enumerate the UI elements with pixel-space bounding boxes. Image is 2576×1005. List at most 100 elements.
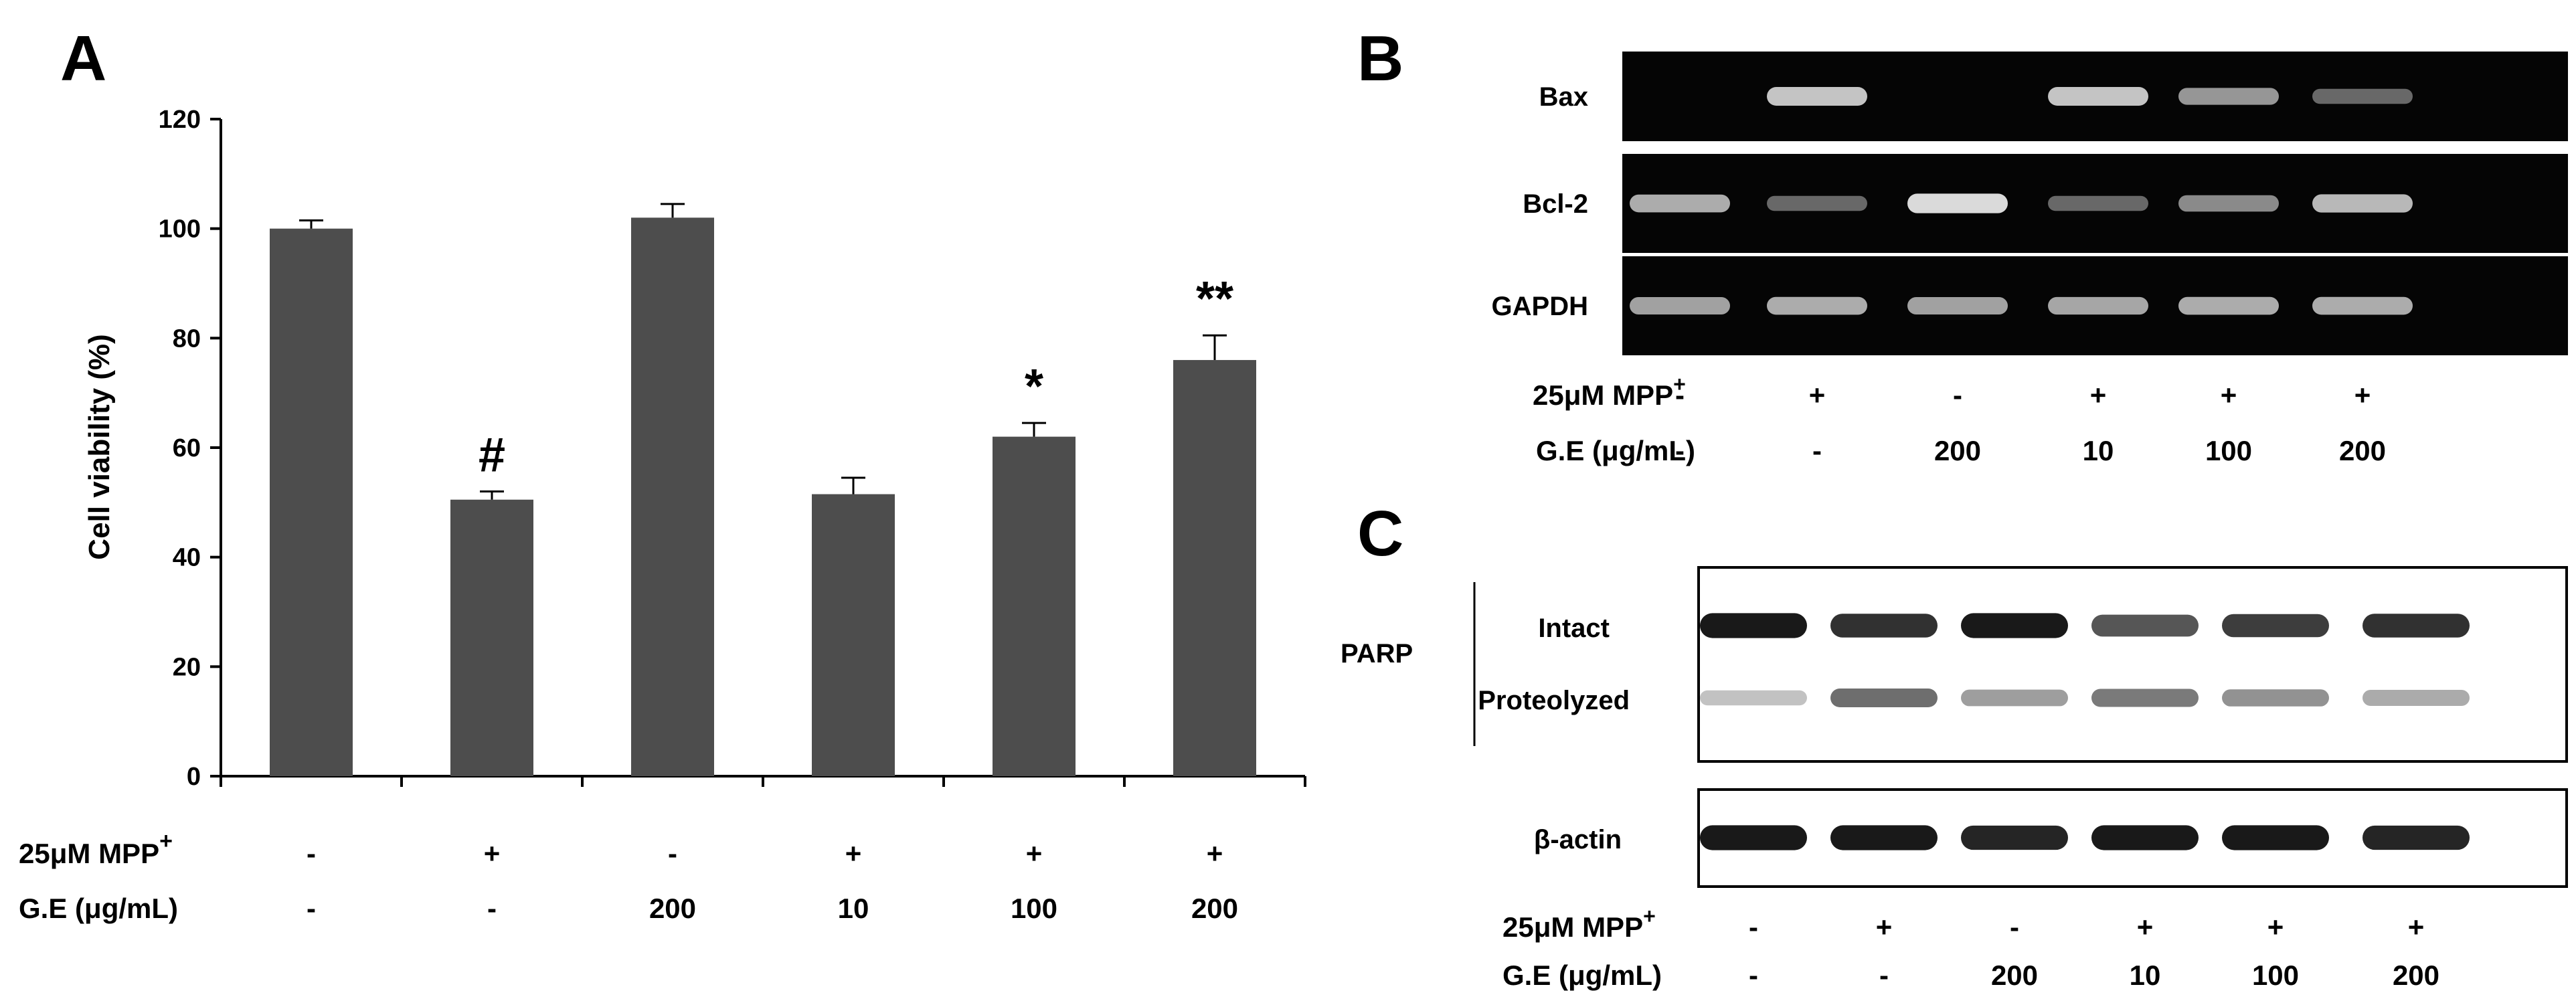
blot-band [2091,689,2199,707]
bar-4 [812,494,895,776]
mpp-value: + [2354,379,2371,411]
blot-band [1961,825,2068,850]
mpp-value: - [1749,911,1758,943]
ge-value: 200 [649,893,696,924]
blot-row-label: Proteolyzed [1478,686,1630,715]
mpp-value: - [2010,911,2019,943]
significance-mark-5: * [1025,360,1043,414]
mpp-value: + [2408,911,2425,943]
ge-value: 100 [2252,960,2299,991]
blot-band [1830,825,1938,850]
ge-value: - [1749,960,1758,991]
gel-band [2178,88,2279,105]
gel-band [2312,296,2413,315]
blot-band [1961,613,2068,638]
significance-mark-6: ** [1196,272,1233,326]
mpp-value: + [1876,911,1893,943]
y-tick-label: 40 [173,544,201,572]
gel-band [2048,195,2148,211]
ge-value: 100 [2205,435,2252,466]
mpp-value: + [2137,911,2154,943]
y-tick-label: 120 [159,106,201,134]
mpp-value: - [307,838,316,869]
blot-band [1700,613,1807,638]
ge-label-c: G.E (μg/mL) [1502,960,1662,991]
blot-band [2091,825,2199,850]
mpp-value: + [845,838,862,869]
ge-value: 200 [1934,435,1981,466]
blot-band [2091,614,2199,637]
blot-band [1700,690,1807,706]
bar-6 [1173,360,1256,776]
y-tick-label: 0 [187,763,201,791]
gel-band [1767,195,1867,211]
blot-band [2222,614,2329,638]
gel-band [1630,297,1730,314]
ge-value: 200 [1991,960,2038,991]
gel-band [2312,88,2413,104]
parp-group-label: PARP [1341,639,1413,668]
mpp-value: + [484,838,501,869]
mpp-value: + [2267,911,2284,943]
y-tick-label: 80 [173,325,201,353]
ge-value: 200 [2393,960,2439,991]
ge-value: 100 [1011,893,1057,924]
blot-row-label: β-actin [1534,825,1622,854]
gel-band [1767,87,1867,106]
mpp-value: + [1207,838,1223,869]
y-tick-label: 60 [173,434,201,462]
ge-value: 200 [2339,435,2386,466]
ge-label-b: G.E (μg/mL) [1536,435,1695,466]
panel-c-letter: C [1357,498,1403,569]
gel-row-label: GAPDH [1492,292,1588,321]
blot-band [1830,614,1938,638]
blot-band [2222,825,2329,850]
mpp-value: + [1809,379,1826,411]
mpp-label-c: 25μM MPP+ [1502,904,1656,943]
mpp-label-b: 25μM MPP+ [1533,372,1686,411]
gel-band [1907,297,2008,314]
y-tick-label: 20 [173,653,201,681]
mpp-label-a: 25μM MPP+ [19,828,173,869]
gel-row-label: Bax [1539,82,1588,112]
gel-band [1907,193,2008,213]
bar-2 [450,499,533,776]
blot-band [2363,689,2470,707]
bar-5 [993,436,1076,776]
gel-band [1630,194,1730,213]
blot-band [1961,689,2068,707]
blot-band [2363,825,2470,850]
ge-value: 10 [2130,960,2161,991]
ge-value: - [307,893,316,924]
parp-blot-frame [1697,566,2568,763]
blot-row-label: Intact [1538,614,1610,643]
ge-value: - [487,893,497,924]
mpp-value: - [1675,379,1685,411]
ge-value: - [1879,960,1889,991]
blot-band [1830,689,1938,707]
panel-a-letter: A [60,23,106,94]
blot-band [2363,614,2470,638]
blot-band [2222,689,2329,707]
gel-band [2048,87,2148,106]
panel-b-letter: B [1357,23,1403,94]
gel-band [2178,296,2279,315]
blot-band [1700,825,1807,850]
gel-band [1767,296,1867,315]
gel-band [2178,195,2279,212]
ge-value: 10 [2083,435,2114,466]
mpp-value: - [668,838,677,869]
bar-3 [631,217,714,776]
mpp-value: + [2090,379,2107,411]
mpp-value: + [2221,379,2237,411]
actin-blot-frame [1697,788,2568,888]
gel-band [2312,194,2413,213]
ge-value: - [1675,435,1685,466]
ge-value: 200 [1191,893,1238,924]
significance-mark-2: # [479,428,505,482]
mpp-value: - [1953,379,1962,411]
y-axis-label: Cell viability (%) [83,334,116,559]
ge-value: - [1812,435,1822,466]
